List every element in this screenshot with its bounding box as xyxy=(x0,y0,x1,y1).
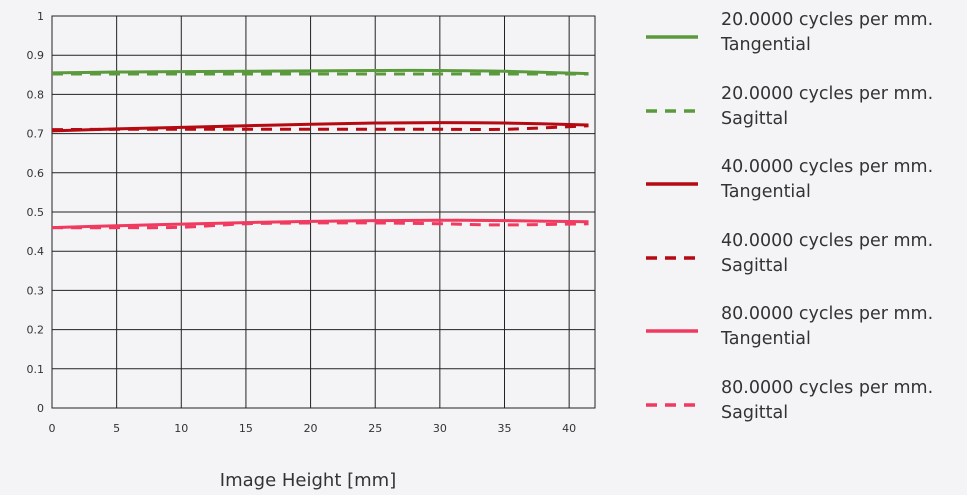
y-tick-label: 0.8 xyxy=(27,88,45,101)
legend-swatch xyxy=(646,402,698,407)
legend-item-1: 20.0000 cycles per mm. Tangential xyxy=(640,8,967,82)
y-tick-label: 0.9 xyxy=(27,49,45,62)
legend-label-frequency: 40.0000 cycles per mm. xyxy=(721,230,934,251)
legend-item-2: 20.0000 cycles per mm. Sagittal xyxy=(640,82,967,156)
legend-label: 40.0000 cycles per mm. Sagittal xyxy=(721,229,933,279)
x-tick-label: 25 xyxy=(368,422,382,435)
legend-item-6: 80.0000 cycles per mm. Sagittal xyxy=(640,376,967,450)
legend-label-orientation: Tangential xyxy=(721,35,811,55)
x-tick-label: 20 xyxy=(304,422,318,435)
y-tick-label: 1 xyxy=(37,10,44,23)
legend-label: 40.0000 cycles per mm. Tangential xyxy=(721,155,933,205)
legend-label-frequency: 80.0000 cycles per mm. xyxy=(721,377,934,398)
y-tick-label: 0.2 xyxy=(27,324,45,337)
legend-label-orientation: Sagittal xyxy=(721,108,789,129)
x-tick-label: 0 xyxy=(49,422,56,435)
y-tick-label: 0 xyxy=(37,402,44,415)
legend-label-frequency: 80.0000 cycles per mm. xyxy=(721,304,934,324)
y-tick-label: 0.6 xyxy=(27,167,45,180)
series-line-4 xyxy=(51,124,589,132)
y-tick-label: 0.3 xyxy=(27,284,45,297)
legend: 20.0000 cycles per mm. Tangential 20.0000 … xyxy=(640,8,967,449)
legend-swatch xyxy=(646,182,698,186)
x-tick-label: 40 xyxy=(562,422,576,435)
legend-label: 80.0000 cycles per mm. Sagittal xyxy=(721,376,933,426)
legend-label-frequency: 20.0000 cycles per mm. xyxy=(721,10,934,30)
legend-label: 20.0000 cycles per mm. Tangential xyxy=(721,8,933,58)
y-tick-label: 0.4 xyxy=(27,245,45,258)
legend-label-orientation: Tangential xyxy=(721,182,811,202)
series-line-6 xyxy=(51,221,589,230)
legend-label-orientation: Tangential xyxy=(721,329,811,349)
legend-label: 80.0000 cycles per mm. Tangential xyxy=(721,302,933,352)
y-tick-label: 0.1 xyxy=(27,363,45,376)
legend-swatch xyxy=(646,35,698,39)
x-tick-label: 10 xyxy=(174,422,188,435)
legend-swatch xyxy=(646,108,698,113)
x-tick-label: 5 xyxy=(113,422,120,435)
y-tick-label: 0.7 xyxy=(27,128,45,141)
x-tick-label: 35 xyxy=(498,422,512,435)
series-line-1 xyxy=(51,68,589,76)
x-axis-label: Image Height [mm] xyxy=(220,470,396,491)
x-tick-label: 30 xyxy=(433,422,447,435)
grid xyxy=(51,15,596,409)
y-tick-label: 0.5 xyxy=(27,206,45,219)
legend-label-orientation: Sagittal xyxy=(721,402,789,423)
legend-label-orientation: Sagittal xyxy=(721,255,789,276)
tick-labels: 0 5 10 15 20 25 30 35 40 0 0.1 0.2 0.3 0.4 0.5 0.6 0.7 0.… xyxy=(27,10,577,435)
legend-item-5: 80.0000 cycles per mm. Tangential xyxy=(640,302,967,376)
x-tick-label: 15 xyxy=(239,422,253,435)
legend-swatch xyxy=(646,329,698,333)
legend-label-frequency: 40.0000 cycles per mm. xyxy=(721,157,934,177)
series-lines xyxy=(51,68,589,230)
legend-item-4: 40.0000 cycles per mm. Sagittal xyxy=(640,229,967,303)
legend-label-frequency: 20.0000 cycles per mm. xyxy=(721,83,934,104)
legend-label: 20.0000 cycles per mm. Sagittal xyxy=(721,82,933,132)
legend-swatch xyxy=(646,255,698,260)
series-line-5 xyxy=(51,218,589,230)
legend-item-3: 40.0000 cycles per mm. Tangential xyxy=(640,155,967,229)
